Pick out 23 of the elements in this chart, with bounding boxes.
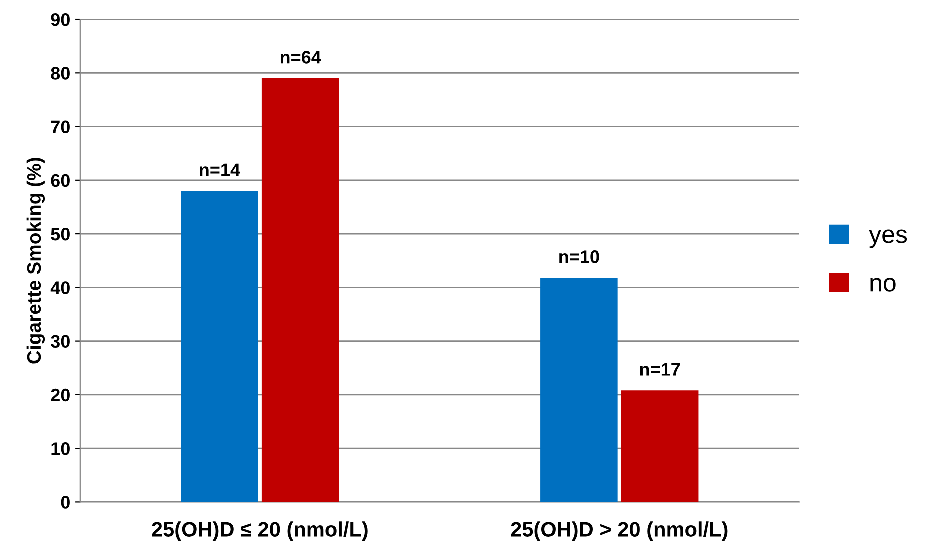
y-tick-label: 70 [51,120,70,134]
y-tick-label: 60 [51,174,70,188]
x-tick-label: 25(OH)D ≤ 20 (nmol/L) [152,522,368,542]
y-tick-label: 40 [50,282,70,294]
y-tick-label: 30 [51,335,70,348]
bar [181,191,258,502]
bar [540,278,618,502]
annotation: n=14 [200,164,240,176]
y-tick-label: 20 [51,388,70,402]
y-tick-label: 10 [52,442,70,456]
annotation: n=10 [560,250,600,264]
bar [621,390,699,502]
y-tick-label: 90 [51,13,70,26]
y-tick-label: 0 [61,496,70,509]
x-tick-label: 25(OH)D > 20 (nmol/L) [511,522,728,542]
bar [262,78,340,502]
legend-label: no [870,278,896,292]
y-tick-label: 80 [51,67,70,80]
legend-label: yes [869,230,908,248]
y-axis-title: Cigarette Smoking (%) [26,158,46,364]
annotation: n=17 [640,363,680,376]
annotation: n=64 [280,51,322,64]
y-tick-label: 50 [51,228,70,241]
